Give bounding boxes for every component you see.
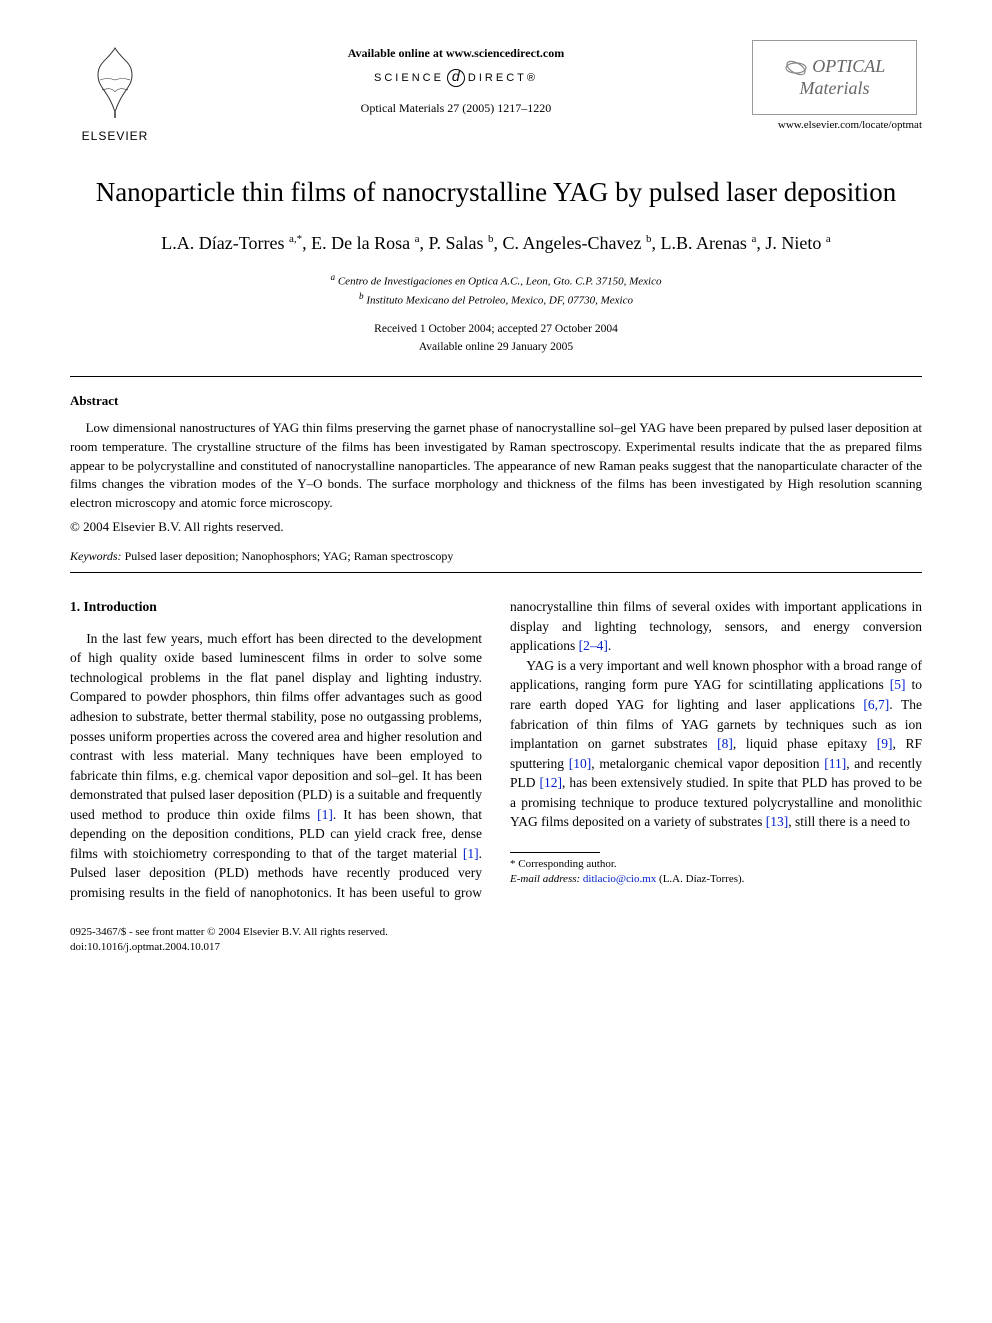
ref-12[interactable]: [12] bbox=[540, 775, 563, 790]
ref-8[interactable]: [8] bbox=[717, 736, 733, 751]
body-columns: 1. Introduction In the last few years, m… bbox=[70, 597, 922, 902]
rule-before-abstract bbox=[70, 376, 922, 377]
abstract-heading: Abstract bbox=[70, 393, 922, 409]
footnote-block: * Corresponding author. E-mail address: … bbox=[510, 852, 922, 888]
corresponding-author: * Corresponding author. bbox=[510, 857, 922, 872]
footnote-rule bbox=[510, 852, 600, 853]
email-line: E-mail address: ditlacio@cio.mx (L.A. Dí… bbox=[510, 872, 922, 887]
sd-left: SCIENCE bbox=[374, 72, 444, 84]
keywords: Keywords: Pulsed laser deposition; Nanop… bbox=[70, 549, 922, 564]
citation-line: Optical Materials 27 (2005) 1217–1220 bbox=[160, 101, 752, 116]
intro-para-2: YAG is a very important and well known p… bbox=[510, 656, 922, 832]
elsevier-text: ELSEVIER bbox=[70, 129, 160, 143]
journal-name: OPTICAL Materials bbox=[784, 56, 886, 99]
footer-line-1: 0925-3467/$ - see front matter © 2004 El… bbox=[70, 925, 922, 940]
available-online-text: Available online at www.sciencedirect.co… bbox=[160, 46, 752, 61]
article-title: Nanoparticle thin films of nanocrystalli… bbox=[70, 175, 922, 210]
abstract-text: Low dimensional nanostructures of YAG th… bbox=[70, 419, 922, 513]
affiliations: a Centro de Investigaciones en Optica A.… bbox=[70, 271, 922, 309]
affiliation-b-text: Instituto Mexicano del Petroleo, Mexico,… bbox=[366, 295, 633, 307]
p2i: , still there is a need to bbox=[788, 814, 910, 829]
sd-circle-icon bbox=[447, 69, 465, 87]
available-online-date: Available online 29 January 2005 bbox=[70, 339, 922, 356]
received-accepted: Received 1 October 2004; accepted 27 Oct… bbox=[70, 321, 922, 338]
keywords-label: Keywords: bbox=[70, 549, 122, 563]
sd-right: DIRECT® bbox=[468, 72, 538, 84]
ref-5[interactable]: [5] bbox=[890, 677, 906, 692]
p2a: YAG is a very important and well known p… bbox=[510, 658, 922, 693]
authors-line: L.A. Díaz-Torres a,*, E. De la Rosa a, P… bbox=[70, 230, 922, 257]
journal-line1: OPTICAL bbox=[812, 56, 885, 76]
journal-box: OPTICAL Materials bbox=[752, 40, 917, 115]
ref-13[interactable]: [13] bbox=[766, 814, 789, 829]
affiliation-a: a Centro de Investigaciones en Optica A.… bbox=[70, 271, 922, 290]
p2f: , metalorganic chemical vapor deposition bbox=[591, 756, 824, 771]
journal-url: www.elsevier.com/locate/optmat bbox=[752, 119, 922, 131]
ref-2-4[interactable]: [2–4] bbox=[579, 638, 608, 653]
header-center: Available online at www.sciencedirect.co… bbox=[160, 40, 752, 116]
ref-6-7[interactable]: [6,7] bbox=[863, 697, 889, 712]
article-dates: Received 1 October 2004; accepted 27 Oct… bbox=[70, 321, 922, 356]
elsevier-tree-icon bbox=[80, 40, 150, 120]
email-label: E-mail address: bbox=[510, 873, 580, 885]
keywords-text: Pulsed laser deposition; Nanophosphors; … bbox=[122, 549, 454, 563]
journal-line2: Materials bbox=[799, 78, 869, 98]
ref-9[interactable]: [9] bbox=[877, 736, 893, 751]
header-row: ELSEVIER Available online at www.science… bbox=[70, 40, 922, 143]
email-link[interactable]: ditlacio@cio.mx bbox=[583, 873, 656, 885]
journal-swirl-icon bbox=[784, 59, 808, 77]
section-1-heading: 1. Introduction bbox=[70, 597, 482, 617]
ref-10[interactable]: [10] bbox=[569, 756, 592, 771]
journal-logo-block: OPTICAL Materials www.elsevier.com/locat… bbox=[752, 40, 922, 131]
footer-line-2: doi:10.1016/j.optmat.2004.10.017 bbox=[70, 940, 922, 955]
p1e: . bbox=[608, 638, 611, 653]
sciencedirect-logo: SCIENCE DIRECT® bbox=[160, 69, 752, 87]
p2d: , liquid phase epitaxy bbox=[733, 736, 877, 751]
abstract-copyright: © 2004 Elsevier B.V. All rights reserved… bbox=[70, 519, 922, 535]
ref-1b[interactable]: [1] bbox=[463, 846, 479, 861]
affiliation-b: b Instituto Mexicano del Petroleo, Mexic… bbox=[70, 290, 922, 309]
email-author: (L.A. Díaz-Torres). bbox=[656, 873, 744, 885]
affiliation-a-text: Centro de Investigaciones en Optica A.C.… bbox=[338, 276, 662, 288]
ref-11[interactable]: [11] bbox=[824, 756, 846, 771]
elsevier-logo: ELSEVIER bbox=[70, 40, 160, 143]
ref-1[interactable]: [1] bbox=[317, 807, 333, 822]
footer-block: 0925-3467/$ - see front matter © 2004 El… bbox=[70, 925, 922, 956]
rule-after-keywords bbox=[70, 572, 922, 573]
p1a: In the last few years, much effort has b… bbox=[70, 631, 482, 822]
